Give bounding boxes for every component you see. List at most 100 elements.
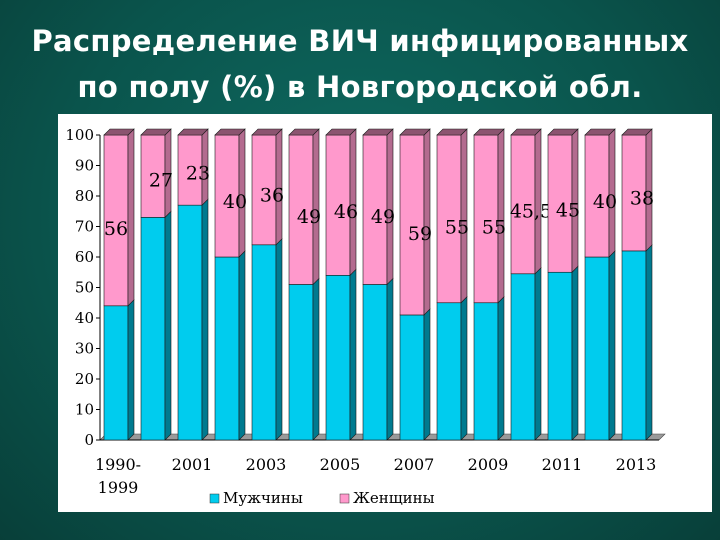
data-label-women: 40 (593, 191, 617, 213)
bar-men-side (534, 267, 542, 441)
slide-title: Распределение ВИЧ инфицированных по полу… (0, 18, 720, 110)
data-label-women: 59 (408, 223, 432, 245)
bar-men (214, 256, 240, 441)
bar-top-face (214, 128, 246, 136)
x-tick-label: 2013 (616, 455, 657, 474)
y-tick-label: 10 (75, 401, 94, 419)
bar-men (584, 256, 610, 441)
y-tick-label: 80 (75, 187, 94, 205)
bar-top-face (547, 128, 579, 136)
bar-men (251, 244, 277, 441)
bar-men (177, 204, 203, 441)
x-tick-label: 1990- (95, 455, 141, 474)
data-label-women: 45 (556, 199, 580, 221)
bar-top-face (103, 128, 135, 136)
y-tick-label: 70 (75, 218, 94, 236)
x-tick-label: 2003 (246, 455, 287, 474)
bar-men (140, 217, 166, 441)
bar-men (436, 302, 462, 441)
bar-top-face (584, 128, 616, 136)
bar-top-face (288, 128, 320, 136)
data-label-women: 49 (297, 206, 321, 228)
x-tick-label: 2001 (172, 455, 213, 474)
y-tick-label: 60 (75, 248, 94, 266)
bar-men-side (201, 198, 209, 441)
stacked-bar-chart: 0 10 20 30 40 50 60 70 80 90 100 56 27 23 40 36 49 46 49 59… (65, 126, 666, 507)
bar-women (621, 134, 647, 252)
data-label-women: 45,5 (510, 200, 552, 222)
bar-men (510, 273, 536, 441)
bar-women (140, 134, 166, 218)
bar-men-side (497, 296, 505, 441)
bar-top-face (510, 128, 542, 136)
bar-men-side (386, 277, 394, 441)
x-tick-label: 2005 (320, 455, 361, 474)
bar-top-face (436, 128, 468, 136)
bar-men-side (423, 308, 431, 441)
bar-men (362, 284, 388, 441)
data-label-women: 36 (260, 184, 284, 206)
bar-top-face (473, 128, 505, 136)
bar-men (399, 314, 425, 441)
y-tick-label: 20 (75, 370, 94, 388)
data-label-women: 55 (445, 216, 469, 238)
bar-men-side (238, 250, 246, 441)
bar-top-face (362, 128, 394, 136)
bar-men (103, 305, 129, 441)
legend-swatch-men (209, 493, 220, 504)
title-line-2: по полу (%) в Новгородской обл. (77, 70, 643, 104)
data-label-women: 49 (371, 206, 395, 228)
bar-men-side (312, 277, 320, 441)
bar-men-side (349, 268, 357, 441)
x-tick-label: 2011 (542, 455, 583, 474)
y-tick-label: 0 (84, 431, 94, 449)
bar-men-side (164, 210, 172, 441)
y-tick-label: 100 (65, 126, 94, 144)
bar-women (214, 134, 240, 258)
bar-women-side (423, 128, 431, 316)
bar-women (436, 134, 462, 304)
bar-men-side (460, 296, 468, 441)
bar-top-face (399, 128, 431, 136)
data-label-women: 40 (223, 191, 247, 213)
bar-men (621, 250, 647, 441)
data-label-women: 38 (630, 188, 654, 210)
bar-top-face (140, 128, 172, 136)
bar-women (251, 134, 277, 246)
legend-label-women: Женщины (353, 489, 435, 507)
bar-men-side (571, 265, 579, 441)
y-tick-label: 50 (75, 279, 94, 297)
bar-men (325, 275, 351, 441)
data-label-women: 46 (334, 201, 358, 223)
bar-top-face (177, 128, 209, 136)
bar-men (473, 302, 499, 441)
chart-area: 0 10 20 30 40 50 60 70 80 90 100 56 27 23 40 36 49 46 49 59… (58, 114, 712, 512)
x-tick-label: 2007 (394, 455, 435, 474)
title-line-1: Распределение ВИЧ инфицированных (31, 24, 689, 58)
y-tick-label: 90 (75, 157, 94, 175)
legend-swatch-women (339, 493, 350, 504)
legend-label-men: Мужчины (223, 489, 303, 507)
bar-men-side (275, 238, 283, 441)
bar-women (325, 134, 351, 276)
bar-top-face (251, 128, 283, 136)
bar-women (103, 134, 129, 307)
bar-women (547, 134, 573, 273)
data-label-women: 23 (186, 163, 210, 185)
x-tick-label: 2009 (468, 455, 509, 474)
bar-men (547, 271, 573, 441)
x-tick-label: 1999 (98, 478, 139, 497)
bar-women (584, 134, 610, 258)
bar-men-side (645, 244, 653, 441)
data-label-women: 56 (104, 218, 128, 240)
bar-women-side (127, 128, 135, 307)
data-label-women: 27 (149, 169, 173, 191)
y-tick-label: 30 (75, 340, 94, 358)
bar-top-face (325, 128, 357, 136)
bar-men-side (608, 250, 616, 441)
data-label-women: 55 (482, 216, 506, 238)
bar-men (288, 284, 314, 441)
y-tick-label: 40 (75, 309, 94, 327)
bar-men-side (127, 299, 135, 441)
bar-top-face (621, 128, 653, 136)
